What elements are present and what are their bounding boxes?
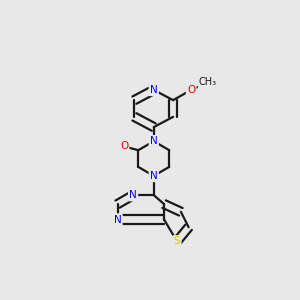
Text: N: N — [150, 136, 158, 146]
Text: N: N — [129, 190, 137, 200]
Text: N: N — [114, 214, 122, 224]
Text: O: O — [120, 141, 128, 152]
Text: CH₃: CH₃ — [199, 77, 217, 87]
Text: S: S — [174, 236, 180, 246]
Text: O: O — [187, 85, 195, 95]
Text: N: N — [150, 85, 158, 95]
Text: N: N — [150, 171, 158, 181]
